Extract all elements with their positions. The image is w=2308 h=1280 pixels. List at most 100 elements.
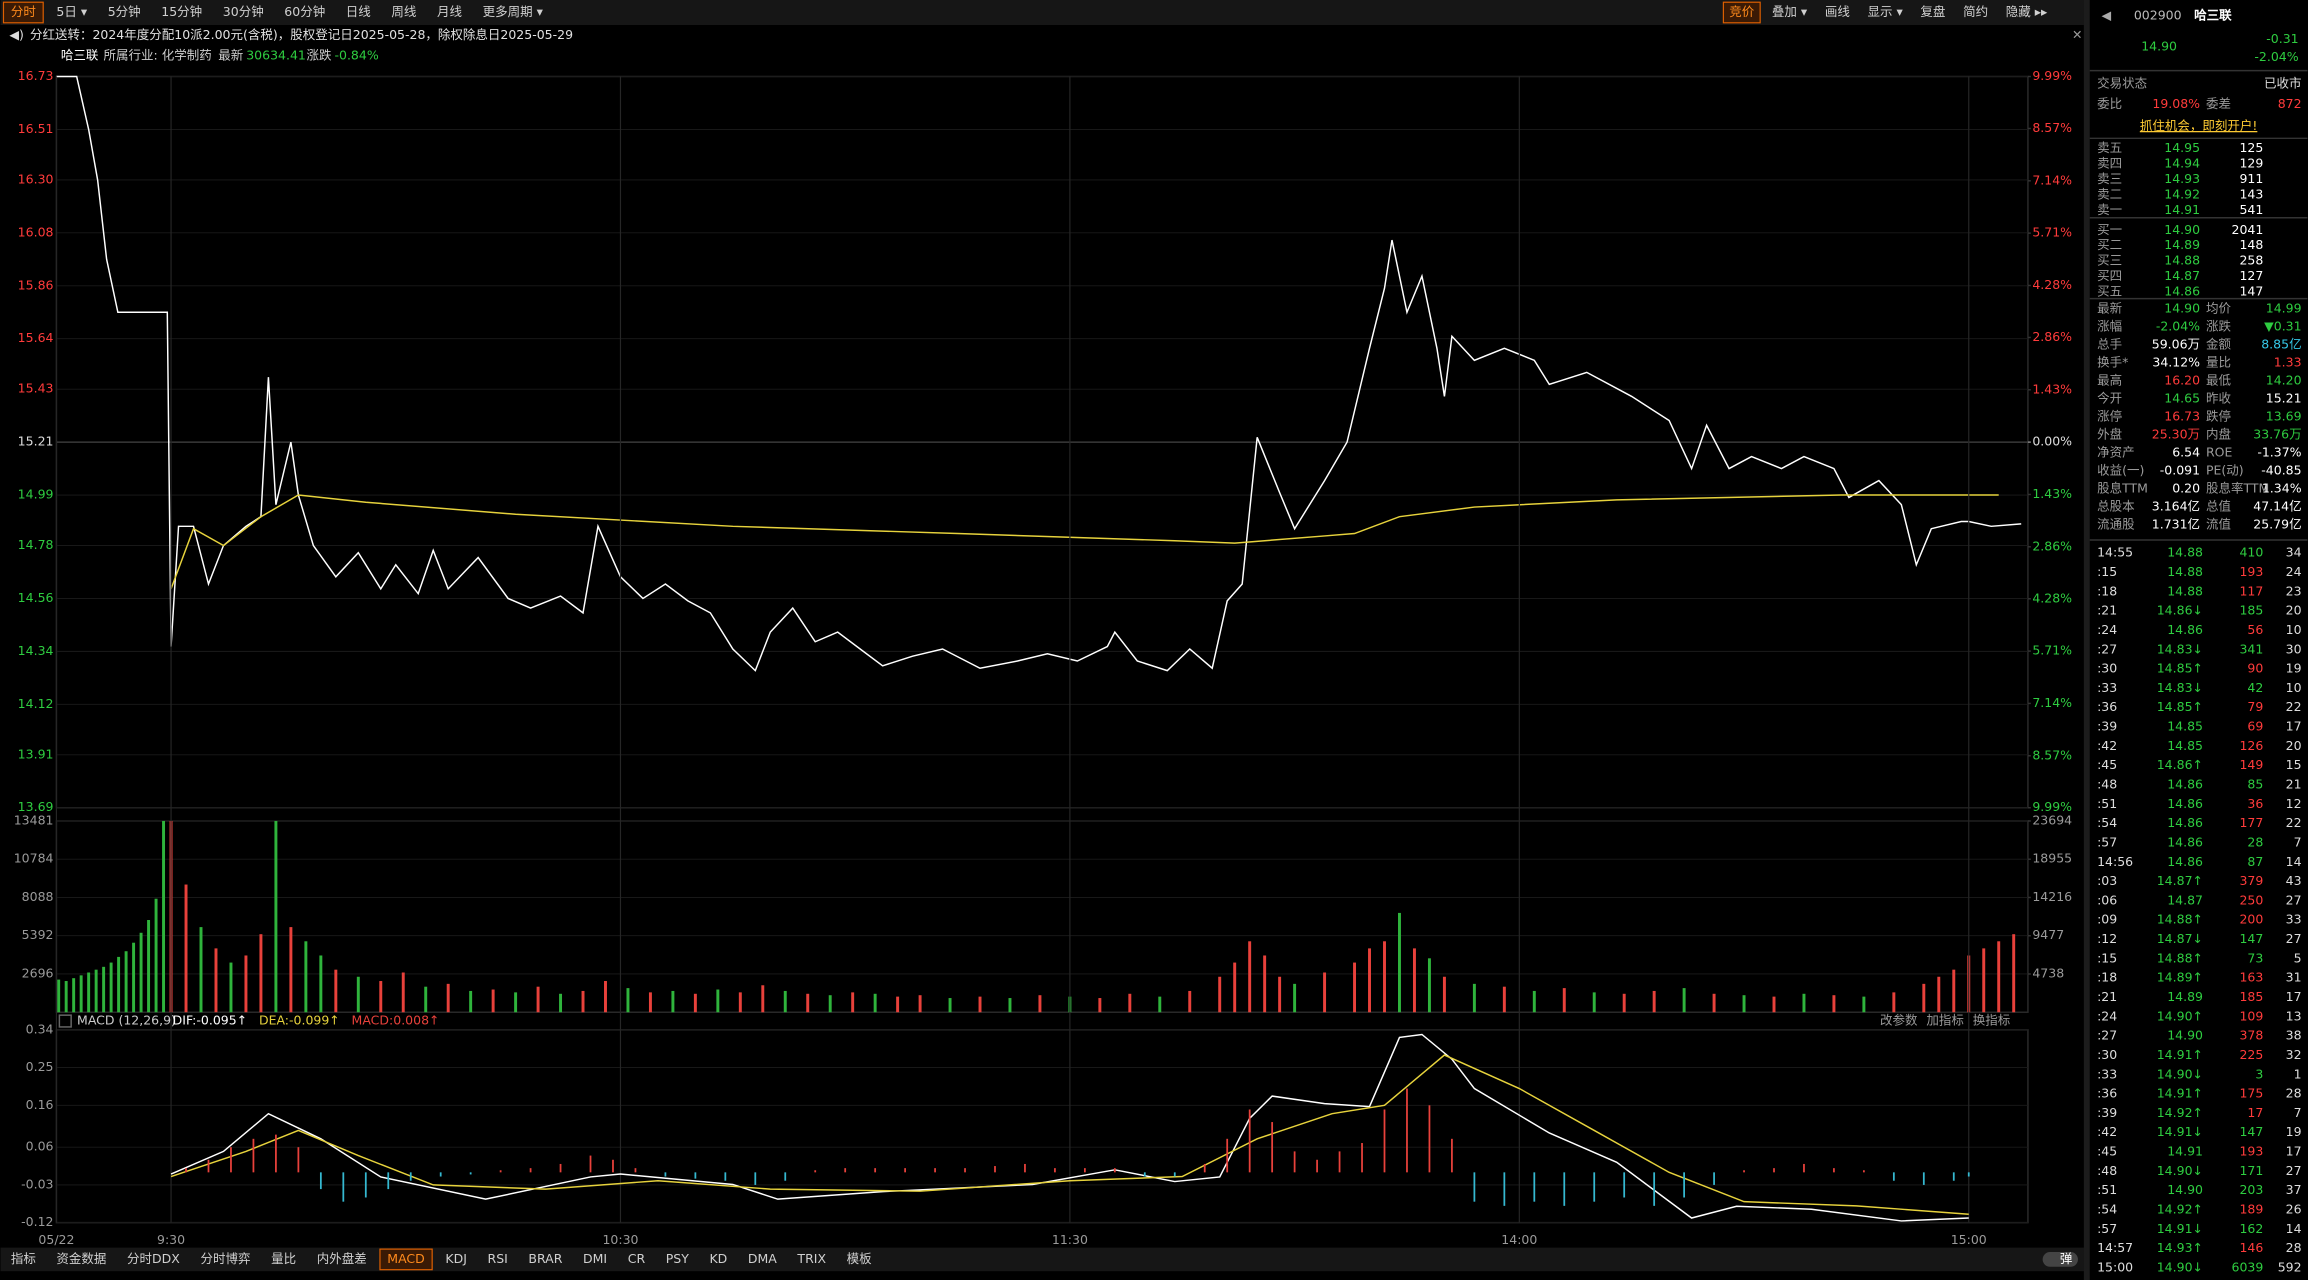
stat-label: 今开 [2097, 391, 2122, 406]
tick-time: 14:55 [2097, 545, 2133, 560]
tick-price: 14.87 [2167, 892, 2203, 907]
stat-value: 6.54 [2172, 445, 2200, 460]
period-tab[interactable]: 日线 [346, 4, 372, 19]
indicator-tab[interactable]: 指标 [11, 1251, 36, 1266]
tool-button[interactable]: 画线 [1825, 4, 1851, 19]
x-tick-label: 11:30 [1052, 1232, 1088, 1247]
macd-bar [634, 1168, 637, 1173]
stat-value: -2.04% [2156, 318, 2200, 333]
indicator-tab[interactable]: 资金数据 [56, 1251, 106, 1266]
book-volume: 127 [2239, 268, 2263, 283]
tick-volume: 378 [2239, 1028, 2263, 1043]
indicator-tab[interactable]: 模板 [847, 1251, 873, 1266]
book-volume: 125 [2239, 140, 2263, 155]
y2-tick-label: 9.99% [2032, 68, 2072, 83]
indicator-tab[interactable]: PSY [666, 1251, 689, 1266]
macd-bar [1293, 1151, 1296, 1173]
volume-bar [1592, 992, 1596, 1013]
period-tab[interactable]: 60分钟 [284, 4, 325, 19]
tick-volume: 42 [2247, 680, 2263, 695]
stat-value: -40.85 [2261, 463, 2301, 478]
period-tab[interactable]: 月线 [437, 4, 463, 19]
period-tab[interactable]: 30分钟 [223, 4, 264, 19]
volume-bar [1442, 976, 1446, 1013]
period-tab[interactable]: 周线 [391, 4, 417, 19]
promo-link[interactable]: 抓住机会，即刻开户! [2140, 118, 2258, 133]
stat-value: 16.73 [2164, 409, 2200, 424]
indicator-tab[interactable]: DMI [583, 1251, 607, 1266]
tool-button[interactable]: 竞价 [1729, 4, 1755, 19]
indicator-tab-bg[interactable] [379, 1248, 433, 1271]
indicator-tab[interactable]: 分时博弈 [200, 1251, 250, 1266]
indicator-tab[interactable]: KDJ [445, 1251, 467, 1266]
period-tab[interactable]: 分时 [11, 4, 37, 19]
volume-bar [109, 962, 113, 1013]
indicator-tab[interactable]: MACD [387, 1251, 424, 1266]
x-tick-label: 15:00 [1951, 1232, 1987, 1247]
tool-button[interactable]: 复盘 [1920, 4, 1945, 19]
book-price: 14.87 [2164, 268, 2200, 283]
speaker-icon: ◀) [9, 27, 24, 42]
macd-bar [1593, 1172, 1596, 1202]
indicator-button[interactable]: 改参数 [1880, 1013, 1918, 1028]
toggle-bg[interactable] [2042, 1252, 2078, 1267]
y2-tick-label: 5.71% [2032, 225, 2072, 240]
volume-bar [1263, 955, 1267, 1013]
macd-bar [275, 1134, 277, 1173]
tick-count: 27 [2286, 931, 2302, 946]
indicator-tab[interactable]: KD [709, 1251, 727, 1266]
stat-value: 47.14亿 [2253, 499, 2301, 514]
macd-bar [784, 1172, 787, 1181]
stat-value: 1.33 [2274, 355, 2302, 370]
tick-time: :15 [2097, 564, 2117, 579]
volume-bar [1038, 995, 1042, 1013]
period-tab[interactable]: 5日 ▾ [56, 4, 87, 19]
tick-volume: 149 [2239, 757, 2263, 772]
period-tab-bg[interactable] [2, 1, 44, 24]
macd-bar [664, 1172, 667, 1177]
stat-label: 金额 [2206, 337, 2232, 352]
tick-count: 22 [2286, 699, 2302, 714]
macd-bar [904, 1168, 906, 1173]
period-tab[interactable]: 5分钟 [108, 4, 141, 19]
macd-bar [1952, 1172, 1955, 1181]
tool-button[interactable]: 叠加 ▾ [1772, 4, 1808, 19]
toggle[interactable]: 弹 [2060, 1251, 2073, 1266]
volume-bar [1278, 976, 1282, 1013]
book-label: 买五 [2097, 284, 2122, 299]
macd-bar [1143, 1172, 1146, 1177]
indicator-tab[interactable]: CR [628, 1251, 646, 1266]
tick-time: :21 [2097, 989, 2117, 1004]
volume-bar [1937, 976, 1941, 1013]
tool-button-bg[interactable] [1722, 1, 1761, 24]
y2-tick-label: 1.43% [2032, 486, 2072, 501]
indicator-tab[interactable]: 分时DDX [127, 1251, 180, 1266]
back-icon[interactable]: ◀ [2101, 8, 2111, 23]
tick-count: 20 [2286, 603, 2302, 618]
change-pct: -2.04% [2254, 49, 2298, 64]
indicator-tab[interactable]: TRIX [796, 1251, 826, 1266]
indicator-button[interactable]: 加指标 [1926, 1013, 1964, 1028]
stat-value: 14.65 [2164, 391, 2200, 406]
volume-bar [244, 955, 248, 1013]
indicator-tab[interactable]: DMA [748, 1251, 777, 1266]
tool-button[interactable]: 隐藏 ▸▸ [2006, 4, 2048, 19]
tool-button[interactable]: 显示 ▾ [1868, 4, 1904, 19]
tool-button[interactable]: 简约 [1963, 4, 1988, 19]
y-tick-label: 14.34 [18, 643, 54, 658]
period-tab[interactable]: 更多周期 ▾ [483, 4, 544, 19]
stat-value: ▼0.31 [2264, 318, 2301, 333]
indicator-tab[interactable]: 量比 [271, 1251, 296, 1266]
close-icon[interactable]: ✕ [2072, 27, 2082, 42]
period-tab[interactable]: 15分钟 [161, 4, 202, 19]
indicator-tab[interactable]: BRAR [528, 1251, 562, 1266]
help-icon[interactable] [58, 1014, 72, 1028]
volume-bar [1383, 941, 1386, 1013]
indicator-tab[interactable]: RSI [488, 1251, 508, 1266]
indicator-tab[interactable]: 内外盘差 [317, 1251, 367, 1266]
volume-bar [738, 992, 742, 1013]
indicator-button[interactable]: 换指标 [1973, 1013, 2011, 1028]
stat-value: 1.731亿 [2152, 517, 2200, 532]
tick-count: 1 [2294, 1066, 2302, 1081]
tick-count: 21 [2286, 777, 2302, 792]
